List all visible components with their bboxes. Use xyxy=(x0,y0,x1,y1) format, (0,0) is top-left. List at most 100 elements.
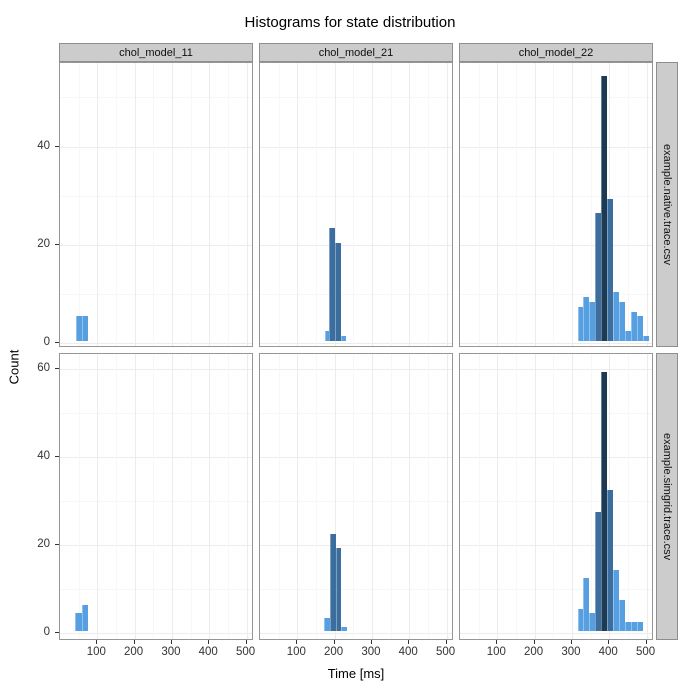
y-axis-tick xyxy=(55,342,59,343)
x-tick-label: 100 xyxy=(486,646,506,658)
gridline xyxy=(260,545,452,547)
gridline xyxy=(60,457,252,459)
gridline xyxy=(460,633,652,634)
x-axis-tick xyxy=(445,640,447,644)
y-tick-label: 0 xyxy=(43,336,50,348)
x-tick-label: 400 xyxy=(198,646,218,658)
gridline xyxy=(60,97,252,99)
x-axis-tick xyxy=(370,640,372,644)
histogram-bar xyxy=(74,613,83,631)
histogram-bar xyxy=(607,490,614,631)
x-axis-tick xyxy=(245,640,247,644)
x-axis-tick xyxy=(645,640,647,644)
x-axis-tick xyxy=(533,640,535,644)
facet-row-strip-native: example.native.trace.csv xyxy=(656,62,678,347)
gridline xyxy=(260,244,452,246)
gridline xyxy=(446,354,448,639)
gridline xyxy=(478,63,480,346)
x-axis-tick xyxy=(170,640,172,644)
histogram-bar xyxy=(631,622,638,631)
x-tick-label: 400 xyxy=(598,646,618,658)
gridline xyxy=(390,354,392,639)
facet-col-strip-chol_model_11: chol_model_11 xyxy=(59,43,253,62)
facet-col-label: chol_model_22 xyxy=(518,46,594,59)
gridline xyxy=(171,63,173,346)
gridline xyxy=(227,354,229,639)
gridline xyxy=(260,146,452,148)
gridline xyxy=(460,244,652,246)
gridline xyxy=(534,354,536,639)
gridline xyxy=(353,354,355,639)
gridline xyxy=(60,244,252,246)
facet-panel-r0-c2 xyxy=(459,62,653,347)
gridline xyxy=(60,146,252,148)
gridline xyxy=(260,501,452,503)
facet-panel-r1-c1 xyxy=(259,353,453,640)
x-tick-label: 200 xyxy=(524,646,544,658)
facet-col-label: chol_model_11 xyxy=(119,46,193,59)
gridline xyxy=(460,501,652,503)
gridline xyxy=(315,354,317,639)
x-tick-label: 200 xyxy=(324,646,344,658)
histogram-bar xyxy=(631,311,638,341)
gridline xyxy=(190,354,192,639)
gridline xyxy=(260,195,452,197)
gridline xyxy=(246,354,248,639)
histogram-bar xyxy=(595,213,602,341)
histogram-bar xyxy=(324,617,331,631)
histogram-bar xyxy=(82,316,89,341)
gridline xyxy=(497,63,499,346)
gridline xyxy=(334,354,336,639)
gridline xyxy=(115,354,117,639)
gridline xyxy=(297,354,299,639)
gridline xyxy=(97,354,99,639)
gridline xyxy=(460,369,652,371)
gridline xyxy=(260,457,452,459)
y-tick-label: 40 xyxy=(37,450,50,463)
histogram-bar xyxy=(335,242,342,341)
gridline xyxy=(60,633,252,634)
gridline xyxy=(78,63,80,346)
gridline xyxy=(460,589,652,591)
gridline xyxy=(460,146,652,148)
y-tick-label: 40 xyxy=(37,139,50,152)
y-tick-label: 60 xyxy=(37,362,50,375)
histogram-bar xyxy=(76,316,83,341)
gridline xyxy=(571,354,573,639)
gridline xyxy=(60,589,252,591)
x-tick-label: 400 xyxy=(398,646,418,658)
x-axis-tick xyxy=(608,640,610,644)
gridline xyxy=(190,63,192,346)
gridline xyxy=(646,354,648,639)
y-axis-tick xyxy=(55,368,59,370)
histogram-bar xyxy=(613,569,620,631)
histogram-bar xyxy=(625,331,632,341)
gridline xyxy=(60,293,252,295)
x-tick-label: 500 xyxy=(235,646,256,658)
x-axis-tick xyxy=(96,640,98,644)
gridline xyxy=(515,354,517,639)
gridline xyxy=(115,63,117,346)
x-axis-tick xyxy=(408,640,410,644)
gridline xyxy=(60,195,252,197)
gridline xyxy=(409,354,411,639)
gridline xyxy=(553,63,555,346)
gridline xyxy=(497,354,499,639)
x-tick-label: 500 xyxy=(435,646,456,658)
gridline xyxy=(78,354,80,639)
x-tick-label: 300 xyxy=(361,646,381,658)
gridline xyxy=(590,63,592,346)
histogram-bar xyxy=(601,371,608,631)
gridline xyxy=(553,354,555,639)
histogram-bar xyxy=(577,609,584,631)
histogram-bar xyxy=(637,316,644,341)
gridline xyxy=(246,63,248,346)
gridline xyxy=(209,63,211,346)
histogram-bar xyxy=(613,291,620,341)
histogram-bar xyxy=(325,331,330,341)
gridline xyxy=(460,343,652,344)
facet-col-strip-chol_model_21: chol_model_21 xyxy=(259,43,453,62)
histogram-bar xyxy=(619,301,626,341)
plot-title: Histograms for state distribution xyxy=(244,14,456,31)
gridline xyxy=(390,63,392,346)
